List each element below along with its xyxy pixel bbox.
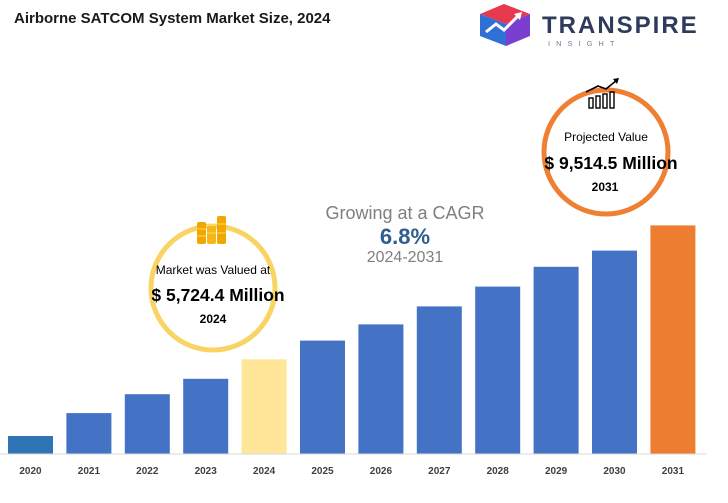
cagr-value: 6.8% [379,224,431,249]
logo-subtext: INSIGHT [548,39,621,48]
end-callout-label: Projected Value [564,130,648,144]
x-tick-label: 2028 [487,466,510,477]
bar-2020 [8,436,53,454]
bar-2029 [533,266,579,454]
bar-2024 [241,359,287,454]
x-tick-label: 2023 [195,466,218,477]
x-tick-label: 2030 [603,466,626,477]
start-callout-value: $ 5,724.4 Million [151,285,285,305]
end-callout-ring [541,87,671,217]
transpire-logo-icon [480,4,530,46]
x-tick-label: 2024 [253,466,276,477]
bar-2021 [66,413,112,454]
start-callout-year: 2024 [199,312,227,326]
cagr-period: 2024-2031 [366,249,444,266]
x-tick-label: 2031 [662,466,685,477]
cagr-label: Growing at a CAGR [325,203,485,223]
bar-2025 [300,340,345,454]
start-callout-label: Market was Valued at [155,263,271,277]
x-tick-label: 2020 [19,466,42,477]
bar-2031 [650,225,696,454]
x-tick-label: 2026 [370,466,393,477]
x-tick-label: 2022 [136,466,159,477]
chart-title: Airborne SATCOM System Market Size, 2024 [14,10,331,27]
bar-2023 [183,378,229,454]
growth-bars-icon [585,78,619,109]
bar-2030 [592,250,637,454]
x-tick-label: 2021 [78,466,101,477]
end-callout-value: $ 9,514.5 Million [544,153,678,173]
logo-wordmark: TRANSPIRE [542,12,699,39]
x-tick-label: 2027 [428,466,451,477]
x-tick-label: 2025 [311,466,334,477]
coins-icon [197,216,226,244]
end-callout-year: 2031 [591,180,619,194]
bar-2028 [475,286,521,454]
x-tick-label: 2029 [545,466,568,477]
bar-2027 [416,306,462,454]
transpire-logo: TRANSPIRE INSIGHT [474,2,697,50]
bar-2026 [358,324,404,454]
bar-2022 [124,394,170,454]
